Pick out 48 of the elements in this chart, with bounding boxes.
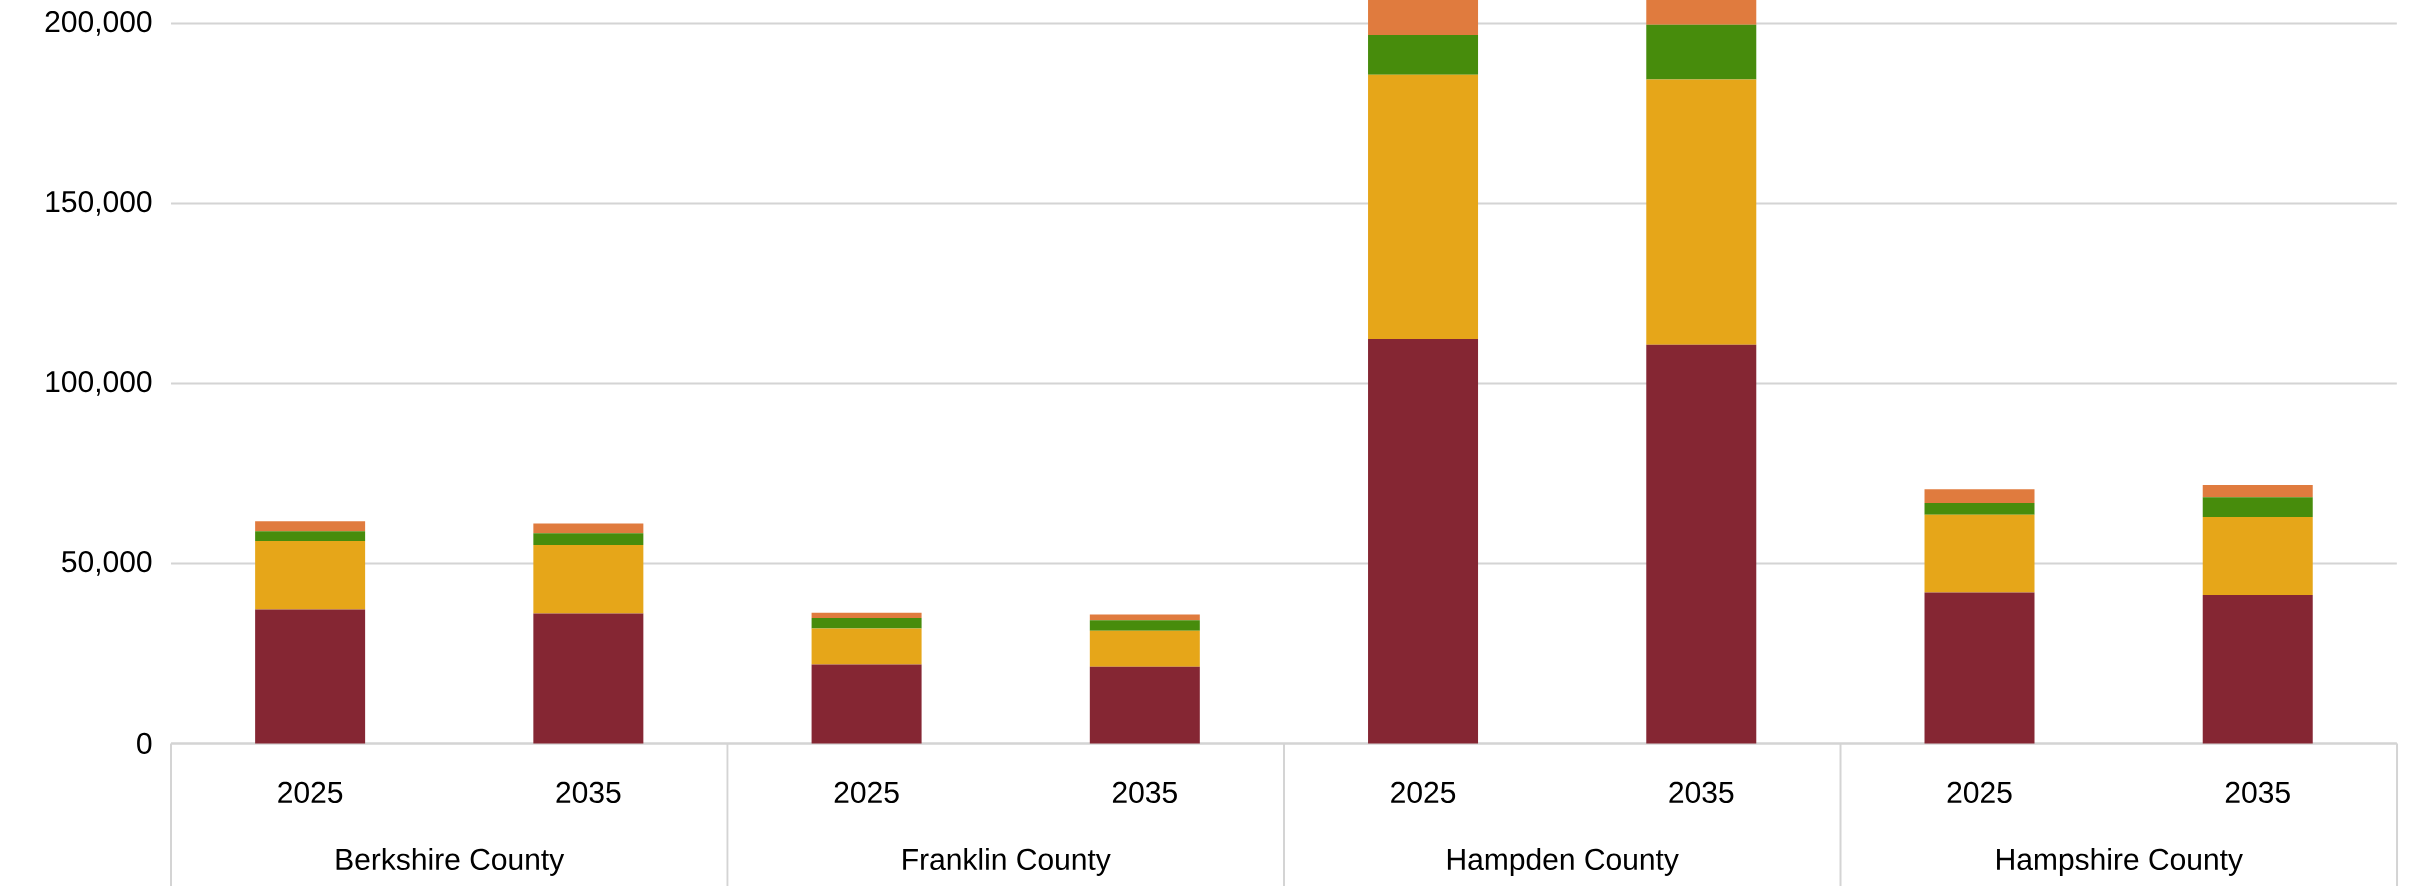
bar	[255, 541, 366, 610]
bar	[1646, 0, 1757, 25]
bar	[2202, 516, 2313, 596]
x-tick-label: 2025	[834, 781, 899, 804]
bar	[811, 628, 922, 665]
bar	[255, 521, 366, 532]
bar	[533, 523, 644, 534]
text: Berkshire County	[336, 848, 565, 876]
y-tick-label: 100,000	[46, 370, 152, 396]
y-tick-label: 150,000	[46, 190, 152, 216]
x-tick-label: 2025	[278, 781, 343, 804]
bar	[811, 664, 922, 744]
bar	[1368, 0, 1479, 35]
bar	[1368, 339, 1479, 744]
bar	[255, 531, 366, 542]
bar	[2202, 595, 2313, 744]
bar	[1924, 592, 2035, 744]
bar	[1368, 74, 1479, 340]
bar	[1089, 630, 1200, 667]
bar	[1089, 620, 1200, 631]
bar	[1646, 344, 1757, 744]
bar	[2202, 497, 2313, 517]
bar	[1646, 24, 1757, 80]
bar	[255, 609, 366, 744]
y-tick-label: 50,000	[62, 550, 152, 576]
text: Hampshire County	[1997, 848, 2243, 876]
bar	[1368, 34, 1479, 75]
text: Hampden County	[1447, 848, 1679, 876]
y-tick-label: 200,000	[45, 10, 152, 36]
x-tick-label: 2035	[556, 781, 621, 804]
x-tick-label: 2035	[1112, 781, 1177, 804]
bar	[1924, 489, 2035, 503]
bar	[811, 612, 922, 619]
bar	[533, 545, 644, 614]
bar	[1089, 666, 1200, 744]
bar	[533, 613, 644, 744]
x-tick-label: 2035	[2225, 781, 2290, 804]
y-tick-label: 0	[137, 732, 152, 754]
bar	[1924, 514, 2035, 593]
bar	[533, 533, 644, 546]
bar	[811, 618, 922, 629]
x-tick-label: 2025	[1947, 781, 2012, 804]
text: Franklin County	[903, 848, 1111, 876]
x-tick-label: 2035	[1669, 781, 1734, 804]
x-tick-label: 2025	[1391, 781, 1456, 804]
bar	[2202, 484, 2313, 498]
bar	[1646, 79, 1757, 345]
bar	[1924, 502, 2035, 515]
